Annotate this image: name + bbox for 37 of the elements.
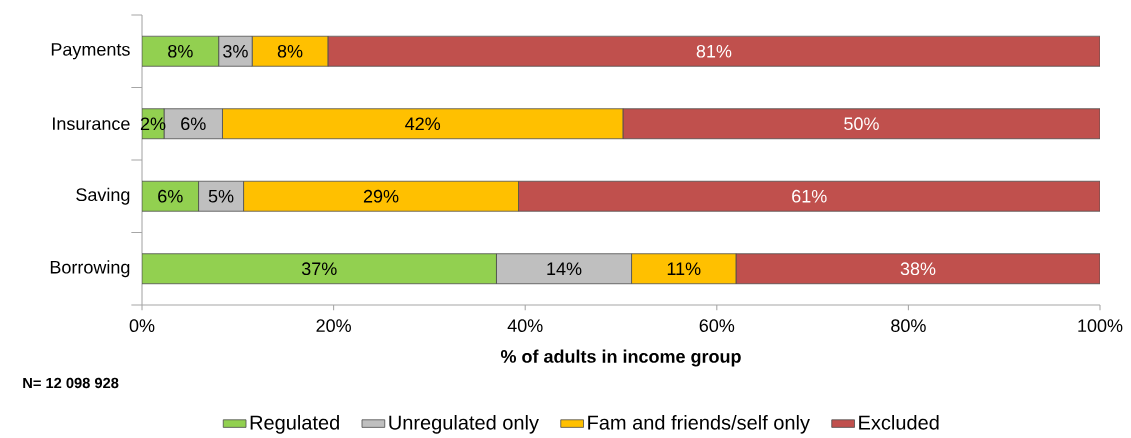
x-axis-title: % of adults in income group <box>500 349 741 367</box>
data-label: 81% <box>696 45 732 58</box>
data-label: 5% <box>208 190 234 203</box>
legend-label: Excluded <box>859 415 939 430</box>
x-tick-label: 0% <box>129 319 155 333</box>
y-tick-label: Insurance <box>53 117 130 131</box>
x-tick-label: 40% <box>507 319 543 333</box>
data-label: 61% <box>792 190 827 203</box>
data-label: 11% <box>667 262 701 276</box>
x-tick-label: 20% <box>316 319 351 333</box>
x-tick-label: 60% <box>699 319 735 333</box>
y-tick-label: Saving <box>76 188 130 205</box>
legend-label: Unregulated only <box>389 415 539 434</box>
data-label: 8% <box>168 45 193 58</box>
data-label: 14% <box>547 262 582 276</box>
y-tick-label: Payments <box>51 43 130 60</box>
y-tick-label: Borrowing <box>50 260 130 278</box>
data-label: 8% <box>277 45 303 58</box>
legend-label: Fam and friends/self only <box>588 415 810 434</box>
bar <box>518 181 1100 212</box>
data-label: 38% <box>900 262 936 276</box>
legend-label: Regulated <box>250 415 339 434</box>
data-label: 42% <box>405 117 441 131</box>
data-label: 37% <box>301 262 337 276</box>
bar <box>735 253 1100 285</box>
data-label: 3% <box>223 45 248 58</box>
bar <box>622 108 1100 140</box>
data-label: 29% <box>363 190 399 203</box>
data-label: 6% <box>158 190 183 203</box>
bar <box>327 36 1100 67</box>
data-label: 6% <box>181 117 206 131</box>
bar <box>142 36 220 67</box>
text: N= 12 098 928 <box>23 378 119 389</box>
bar <box>142 253 497 285</box>
x-tick-label: 80% <box>891 319 926 333</box>
data-label: 50% <box>844 117 879 131</box>
x-tick-label: 100% <box>1078 319 1123 333</box>
